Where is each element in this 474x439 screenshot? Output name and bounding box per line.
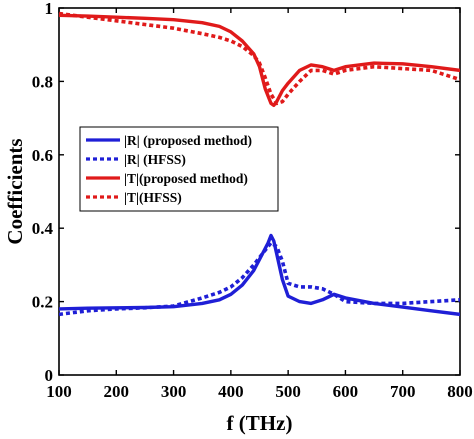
- series-line-2: [59, 241, 460, 317]
- series-line-4: [59, 11, 460, 106]
- legend-entry: |R| (proposed method): [124, 133, 252, 148]
- legend-entry: |R| (HFSS): [124, 152, 186, 167]
- y-axis-label: Coefficients: [3, 138, 27, 244]
- x-tick-label: 300: [161, 382, 187, 401]
- x-tick-label: 600: [333, 382, 359, 401]
- legend: |R| (proposed method) |R| (HFSS) |T|(propo…: [79, 126, 279, 212]
- axes: 100 200 300 400 500 600 700 800 0 0.2 0.4 0.6 0.8 1: [32, 0, 473, 401]
- y-tick-label: 0: [45, 366, 54, 385]
- series-line-1: [59, 233, 460, 317]
- plot-frame: [58, 7, 461, 376]
- x-tick-label: 100: [46, 382, 72, 401]
- series-line-3: [59, 13, 460, 107]
- x-tick-label: 500: [275, 382, 301, 401]
- y-tick-label: 1: [45, 0, 54, 18]
- x-tick-label: 700: [390, 382, 416, 401]
- y-tick-label: 0.6: [32, 146, 53, 165]
- legend-entry: |T|(proposed method): [124, 171, 248, 186]
- x-axis-label: f (THz): [227, 411, 293, 435]
- x-tick-label: 800: [447, 382, 473, 401]
- x-tick-label: 200: [104, 382, 130, 401]
- x-tick-label: 400: [218, 382, 244, 401]
- y-tick-label: 0.4: [32, 219, 54, 238]
- y-tick-label: 0.8: [32, 72, 53, 91]
- series-lines: [59, 11, 460, 317]
- y-tick-label: 0.2: [32, 293, 53, 312]
- legend-entry: |T|(HFSS): [124, 190, 182, 205]
